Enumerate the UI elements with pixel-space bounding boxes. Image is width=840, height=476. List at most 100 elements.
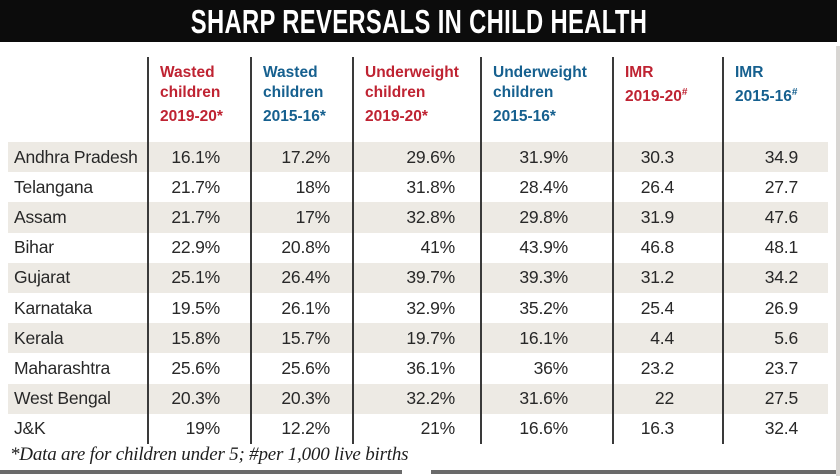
value-cell-imr-2019-20: 30.3: [612, 142, 722, 173]
value-cell-underweight-2019-20: 32.2%: [352, 383, 480, 414]
header-line: Underweight: [365, 64, 459, 81]
table-row: Bihar 22.9% 20.8% 41% 43.9% 46.8 48.1: [8, 232, 828, 263]
header-sup: #: [681, 87, 688, 98]
value-cell-imr-2019-20: 26.4: [612, 172, 722, 203]
state-cell: West Bengal: [14, 388, 111, 409]
table-row: Karnataka 19.5% 26.1% 32.9% 35.2% 25.4 2…: [8, 292, 828, 324]
right-edge-strip: [836, 46, 840, 476]
value-cell-underweight-2015-16: 43.9%: [480, 232, 612, 263]
value-cell-underweight-2019-20: 29.6%: [352, 142, 480, 173]
value-cell-imr-2019-20: 23.2: [612, 353, 722, 384]
value-cell-wasted-2019-20: 15.8%: [147, 323, 250, 354]
header-line: children: [493, 84, 554, 101]
header-line: Wasted: [160, 64, 215, 81]
state-cell: J&K: [14, 418, 46, 439]
value-cell-wasted-2019-20: 22.9%: [147, 232, 250, 263]
header-line: 2015-16*: [493, 108, 556, 126]
value-cell-underweight-2019-20: 32.8%: [352, 202, 480, 233]
value-cell-wasted-2019-20: 25.6%: [147, 353, 250, 384]
value-cell-imr-2019-20: 4.4: [612, 323, 722, 354]
column-header-wasted-2019-20: Wasted children 2019-20*: [147, 57, 250, 142]
table-header-row: Wasted children 2019-20* Wasted children…: [8, 57, 828, 142]
value-cell-underweight-2019-20: 21%: [352, 413, 480, 444]
table-row: Maharashtra 25.6% 25.6% 36.1% 36% 23.2 2…: [8, 353, 828, 384]
value-cell-underweight-2019-20: 39.7%: [352, 262, 480, 293]
header-line: IMR: [735, 64, 764, 81]
column-header-state: [8, 57, 147, 142]
value-cell-imr-2015-16: 27.7: [722, 172, 828, 203]
value-cell-wasted-2019-20: 21.7%: [147, 172, 250, 203]
value-cell-imr-2019-20: 16.3: [612, 413, 722, 444]
value-cell-imr-2015-16: 48.1: [722, 232, 828, 263]
table-row: Andhra Pradesh 16.1% 17.2% 29.6% 31.9% 3…: [8, 142, 828, 173]
value-cell-wasted-2019-20: 20.3%: [147, 383, 250, 414]
value-cell-wasted-2019-20: 16.1%: [147, 142, 250, 173]
state-cell: Telangana: [14, 176, 93, 197]
header-line: 2019-20#: [625, 87, 688, 106]
column-header-imr-2019-20: IMR 2019-20#: [612, 57, 722, 142]
header-line: 2019-20*: [365, 108, 428, 126]
value-cell-underweight-2015-16: 35.2%: [480, 292, 612, 324]
value-cell-wasted-2015-16: 18%: [250, 172, 352, 203]
table-row: Telangana 21.7% 18% 31.8% 28.4% 26.4 27.…: [8, 172, 828, 203]
state-cell: Bihar: [14, 237, 54, 258]
page-title: SHARP REVERSALS IN CHILD HEALTH: [190, 2, 647, 40]
value-cell-imr-2015-16: 26.9: [722, 292, 828, 324]
value-cell-underweight-2015-16: 31.9%: [480, 142, 612, 173]
value-cell-wasted-2015-16: 20.3%: [250, 383, 352, 414]
state-cell: Maharashtra: [14, 357, 111, 378]
state-cell: Kerala: [14, 327, 64, 348]
child-health-table: Wasted children 2019-20* Wasted children…: [8, 57, 828, 444]
value-cell-imr-2015-16: 34.9: [722, 142, 828, 173]
footnote: *Data are for children under 5; #per 1,0…: [10, 444, 409, 465]
value-cell-imr-2019-20: 31.9: [612, 202, 722, 233]
value-cell-underweight-2015-16: 16.6%: [480, 413, 612, 444]
table-row: Gujarat 25.1% 26.4% 39.7% 39.3% 31.2 34.…: [8, 262, 828, 293]
value-cell-imr-2019-20: 46.8: [612, 232, 722, 263]
value-cell-underweight-2015-16: 31.6%: [480, 383, 612, 414]
header-line: 2019-20*: [160, 108, 223, 126]
value-cell-underweight-2015-16: 29.8%: [480, 202, 612, 233]
value-cell-underweight-2019-20: 19.7%: [352, 323, 480, 354]
table-row: J&K 19% 12.2% 21% 16.6% 16.3 32.4: [8, 413, 828, 444]
value-cell-imr-2015-16: 34.2: [722, 262, 828, 293]
value-cell-imr-2015-16: 27.5: [722, 383, 828, 414]
value-cell-imr-2015-16: 47.6: [722, 202, 828, 233]
value-cell-imr-2019-20: 22: [612, 383, 722, 414]
column-header-imr-2015-16: IMR 2015-16#: [722, 57, 828, 142]
table-row: Kerala 15.8% 15.7% 19.7% 16.1% 4.4 5.6: [8, 323, 828, 354]
value-cell-wasted-2015-16: 26.1%: [250, 292, 352, 324]
value-cell-imr-2015-16: 32.4: [722, 413, 828, 444]
value-cell-underweight-2019-20: 41%: [352, 232, 480, 263]
header-sup: #: [791, 87, 798, 98]
value-cell-underweight-2015-16: 39.3%: [480, 262, 612, 293]
bottom-divider-left: [0, 470, 402, 474]
header-line: 2015-16*: [263, 108, 326, 126]
bottom-divider-right: [431, 470, 838, 474]
value-cell-wasted-2015-16: 17.2%: [250, 142, 352, 173]
value-cell-wasted-2015-16: 20.8%: [250, 232, 352, 263]
state-cell: Assam: [14, 206, 67, 227]
value-cell-wasted-2015-16: 12.2%: [250, 413, 352, 444]
value-cell-underweight-2015-16: 16.1%: [480, 323, 612, 354]
value-cell-wasted-2015-16: 26.4%: [250, 262, 352, 293]
value-cell-wasted-2019-20: 19.5%: [147, 292, 250, 324]
value-cell-wasted-2015-16: 25.6%: [250, 353, 352, 384]
column-header-underweight-2015-16: Underweight children 2015-16*: [480, 57, 612, 142]
title-bar: SHARP REVERSALS IN CHILD HEALTH: [0, 0, 837, 42]
header-line: children: [365, 84, 426, 101]
value-cell-imr-2019-20: 31.2: [612, 262, 722, 293]
header-line: Wasted: [263, 64, 318, 81]
table-row: West Bengal 20.3% 20.3% 32.2% 31.6% 22 2…: [8, 383, 828, 414]
value-cell-underweight-2015-16: 28.4%: [480, 172, 612, 203]
value-cell-underweight-2019-20: 32.9%: [352, 292, 480, 324]
value-cell-imr-2019-20: 25.4: [612, 292, 722, 324]
value-cell-wasted-2015-16: 17%: [250, 202, 352, 233]
value-cell-imr-2015-16: 23.7: [722, 353, 828, 384]
value-cell-wasted-2019-20: 25.1%: [147, 262, 250, 293]
state-cell: Gujarat: [14, 267, 70, 288]
value-cell-wasted-2015-16: 15.7%: [250, 323, 352, 354]
column-header-underweight-2019-20: Underweight children 2019-20*: [352, 57, 480, 142]
table-body: Andhra Pradesh 16.1% 17.2% 29.6% 31.9% 3…: [8, 142, 828, 444]
value-cell-underweight-2019-20: 36.1%: [352, 353, 480, 384]
